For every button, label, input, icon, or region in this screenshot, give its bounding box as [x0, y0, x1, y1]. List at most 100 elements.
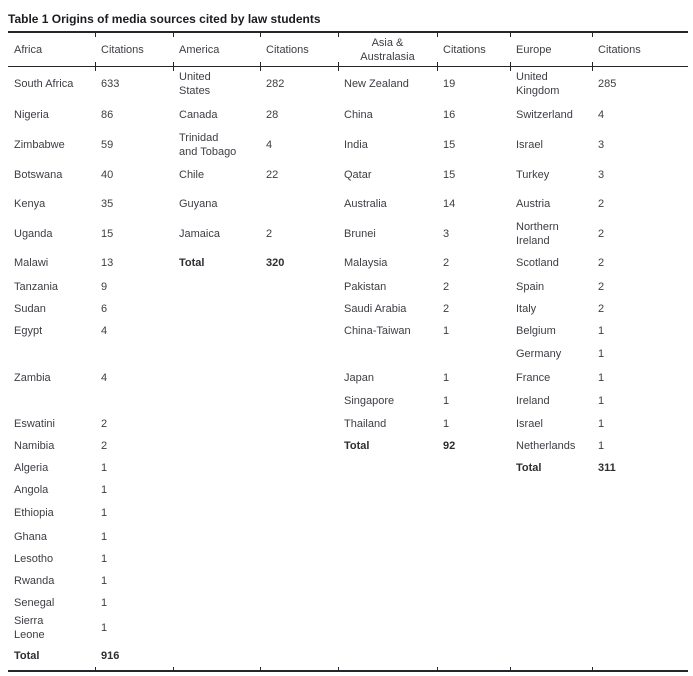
table-cell	[260, 190, 338, 219]
table-cell: Pakistan	[344, 280, 387, 293]
column-tick	[510, 667, 511, 671]
column-tick	[95, 33, 96, 37]
table-cell: Ghana	[14, 530, 48, 543]
table-cell	[437, 342, 510, 367]
table-cell	[260, 457, 338, 479]
table-cell: 311	[598, 461, 616, 474]
table-cell: New Zealand	[344, 77, 409, 90]
column-header: Asia & Australasia	[338, 32, 437, 67]
column-tick	[173, 33, 174, 37]
table-cell: 1	[598, 324, 605, 337]
table-row: Sierra Leone 1	[8, 614, 688, 643]
table-cell	[173, 413, 260, 435]
table-row: Zambia 4 Japan 1 France 1	[8, 367, 688, 389]
table-cell	[260, 413, 338, 435]
table-cell: 16	[443, 109, 456, 121]
table-cell: 1	[101, 574, 108, 587]
column-tick	[592, 67, 593, 71]
table-cell	[437, 501, 510, 526]
table-cell: 3	[598, 139, 605, 151]
table-row: Zimbabwe 59 Trinidad and Tobago 4 India 15 Isr…	[8, 130, 688, 161]
table-cell: 15	[101, 228, 114, 240]
table-title: Table 1 Origins of media sources cited b…	[8, 12, 321, 26]
table-cell: Zambia	[14, 371, 51, 384]
column-header: America	[173, 32, 260, 67]
table-row: South Africa 633 United States 282 New Zeala…	[8, 67, 688, 101]
table-cell	[437, 479, 510, 501]
table-cell: 4	[101, 324, 108, 337]
table-cell	[592, 501, 688, 526]
table-cell: 86	[101, 109, 114, 121]
table-cell	[260, 389, 338, 413]
table-cell	[173, 435, 260, 457]
table-cell: 3	[598, 169, 605, 181]
column-tick	[260, 33, 261, 37]
table-cell: 15	[443, 169, 456, 181]
table-cell: 2	[598, 198, 605, 210]
table-cell: Namibia	[14, 439, 55, 452]
table-cell: 59	[101, 139, 114, 151]
column-header: Citations	[437, 32, 510, 67]
table-row: Uganda 15 Jamaica 2 Brunei 3 Northern Ireland 2	[8, 219, 688, 250]
table-cell: 40	[101, 169, 114, 181]
table-row: Kenya 35 Guyana Australia 14 Austria 2	[8, 190, 688, 219]
table-row: Sudan 6 Saudi Arabia 2 Italy 2	[8, 298, 688, 320]
table-row: Egypt 4 China-Taiwan 1 Belgium 1	[8, 320, 688, 342]
table-cell	[260, 526, 338, 548]
table-cell: Spain	[516, 280, 545, 293]
table-cell	[173, 614, 260, 643]
table-cell: Northern Ireland	[516, 221, 559, 247]
table-cell: 2	[598, 228, 605, 240]
column-tick	[592, 667, 593, 671]
table-cell: 6	[101, 302, 108, 315]
column-tick	[437, 67, 438, 71]
table-cell	[8, 389, 95, 413]
table-cell	[173, 457, 260, 479]
table-cell	[338, 614, 437, 643]
column-tick	[338, 67, 339, 71]
table-cell	[260, 276, 338, 298]
table-row: Ghana 1	[8, 526, 688, 548]
table-cell: 15	[443, 139, 456, 151]
column-tick	[338, 62, 339, 66]
table-cell: 4	[598, 109, 605, 121]
table-cell	[260, 298, 338, 320]
table-body: South Africa 633 United States 282 New Zeala…	[8, 67, 688, 671]
table-cell	[592, 479, 688, 501]
table-cell: Jamaica	[179, 228, 220, 240]
table-cell: Saudi Arabia	[344, 302, 407, 315]
column-tick	[437, 33, 438, 37]
table-row: Ethiopia 1	[8, 501, 688, 526]
table-cell: Total	[344, 439, 370, 452]
table-cell	[510, 548, 592, 570]
table-cell: Angola	[14, 483, 49, 496]
table-row: Malawi 13 Total 320 Malaysia 2 Scotland 2	[8, 250, 688, 276]
table-cell: Switzerland	[516, 109, 573, 121]
table-cell	[260, 548, 338, 570]
table-cell: 2	[443, 302, 450, 315]
column-tick	[173, 667, 174, 671]
table-cell: Total	[516, 461, 542, 474]
table-row: Germany 1	[8, 342, 688, 367]
table-cell: 1	[598, 371, 605, 384]
table-cell: 1	[101, 622, 108, 634]
table-cell: Nigeria	[14, 109, 49, 121]
table-cell: 19	[443, 77, 456, 90]
table-cell: 14	[443, 198, 456, 210]
table-cell: Belgium	[516, 324, 556, 337]
table-cell: Algeria	[14, 461, 49, 474]
column-tick	[338, 33, 339, 37]
table-cell: Total	[14, 650, 40, 662]
column-tick	[592, 62, 593, 66]
citations-table: Africa Citations America Citations Asia & Au…	[8, 31, 688, 672]
table-cell	[173, 548, 260, 570]
table-cell	[592, 526, 688, 548]
table-cell	[437, 457, 510, 479]
table-cell	[510, 592, 592, 614]
table-cell: 9	[101, 280, 108, 293]
column-header: Citations	[95, 32, 173, 67]
table-cell	[260, 592, 338, 614]
table-cell: Uganda	[14, 228, 53, 240]
table-cell	[510, 479, 592, 501]
table-cell	[592, 614, 688, 643]
